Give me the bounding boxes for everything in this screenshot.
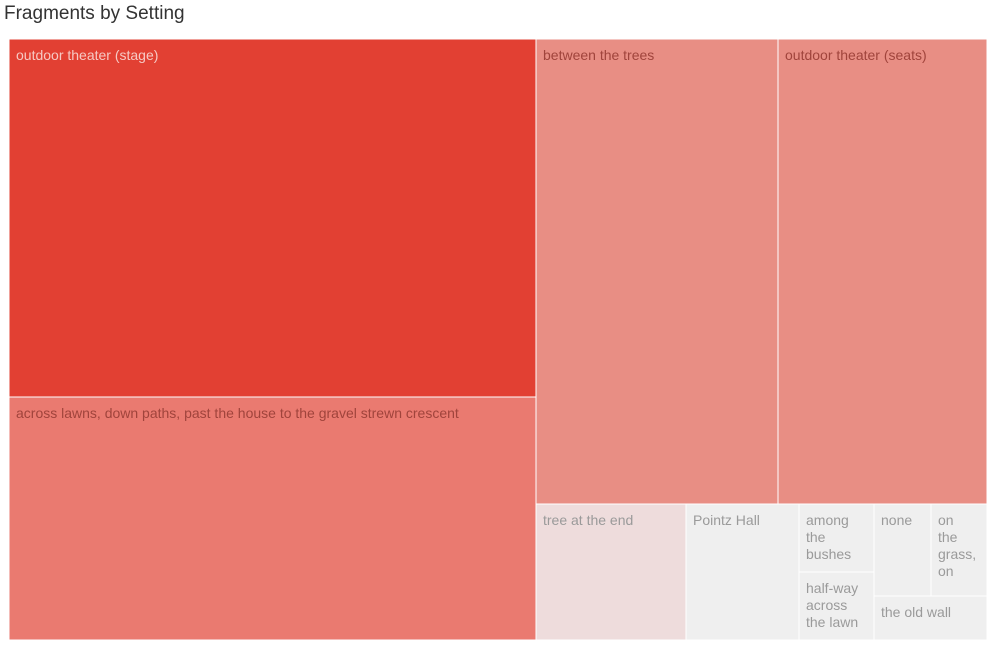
treemap-cell-across-lawns-down-paths-past-the-house-to-the-gravel-strewn-crescent[interactable]: across lawns, down paths, past the house… [8,396,537,641]
treemap-rect[interactable] [8,38,537,398]
treemap-label: half-way across the lawn [806,580,858,630]
treemap-label: none [881,512,912,528]
treemap-label: on the grass, on [938,512,976,579]
treemap-label: the old wall [881,604,951,620]
treemap-rect[interactable] [873,595,988,641]
treemap-cell-the-old-wall[interactable]: the old wall [873,595,988,641]
treemap-rect[interactable] [930,503,988,597]
treemap-cell-tree-at-the-end[interactable]: tree at the end [535,503,687,641]
treemap-cell-half-way-across-the-lawn[interactable]: half-way across the lawn [798,571,875,641]
treemap-cell-none[interactable]: none [873,503,932,597]
treemap-rect[interactable] [777,38,988,505]
treemap-cell-between-the-trees[interactable]: between the trees [535,38,779,505]
treemap-cell-outdoor-theater-seats[interactable]: outdoor theater (seats) [777,38,988,505]
treemap-cell-among-the-bushes[interactable]: among the bushes [798,503,875,573]
chart-title: Fragments by Setting [4,3,185,24]
treemap-cell-on-the-grass-on[interactable]: on the grass, on [930,503,988,597]
treemap-rect[interactable] [873,503,932,597]
treemap-label: outdoor theater (seats) [785,47,927,63]
treemap-label: Pointz Hall [693,512,760,528]
treemap-label: between the trees [543,47,654,63]
treemap-cell-pointz-hall[interactable]: Pointz Hall [685,503,800,641]
treemap-label: tree at the end [543,512,633,528]
treemap-cell-outdoor-theater-stage[interactable]: outdoor theater (stage) [8,38,537,398]
treemap-rect[interactable] [535,38,779,505]
treemap-label: among the bushes [806,512,851,562]
treemap-rect[interactable] [8,396,537,641]
treemap-label: across lawns, down paths, past the house… [16,405,459,421]
treemap-label: outdoor theater (stage) [16,47,158,63]
treemap-rect[interactable] [685,503,800,641]
